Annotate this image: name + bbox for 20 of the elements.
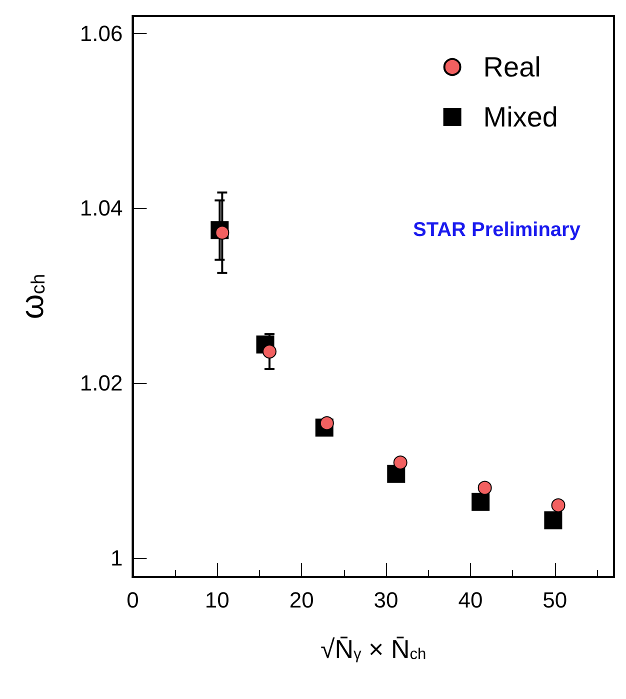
- x-tick-label: 0: [126, 588, 139, 612]
- x-tick-label: 50: [542, 588, 568, 612]
- point: [472, 492, 490, 511]
- x-tick-label: 20: [289, 588, 314, 612]
- legend-label: Real: [483, 52, 541, 82]
- x-tick-label: 10: [204, 588, 230, 612]
- x-tick-label: 40: [458, 588, 483, 612]
- point: [478, 480, 492, 495]
- annotation: STAR Preliminary: [413, 219, 582, 241]
- y-tick-label: 1.02: [80, 370, 123, 396]
- y-tick-label: 1.04: [80, 196, 123, 221]
- x-axis-title: √N̄γ × N̄ch: [320, 634, 426, 664]
- y-axis-title: ωch: [14, 274, 50, 320]
- y-tick-label: 1: [110, 545, 123, 570]
- point: [544, 511, 562, 530]
- point: [551, 498, 566, 512]
- x-tick-label: 30: [374, 588, 398, 612]
- y-tick-label: 1.06: [80, 20, 123, 46]
- point: [393, 456, 408, 470]
- legend-label: Mixed: [483, 102, 558, 132]
